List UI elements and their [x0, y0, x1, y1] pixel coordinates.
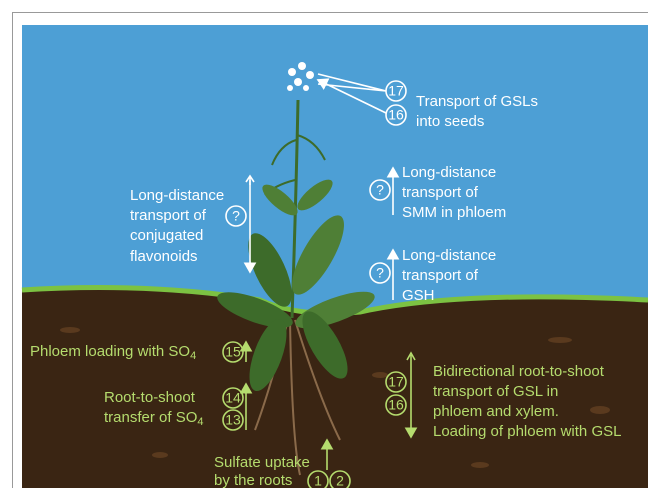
- marker: 13: [225, 412, 241, 428]
- label: SMM in phloem: [402, 204, 506, 221]
- label: Sulfate uptake: [214, 454, 310, 471]
- label: transport of: [402, 267, 479, 284]
- label: by the roots: [214, 472, 292, 488]
- label: Long-distance: [402, 164, 496, 181]
- marker: ?: [232, 208, 240, 224]
- marker: 17: [388, 83, 404, 99]
- label: GSH: [402, 287, 435, 304]
- label-text: transfer of SO: [104, 409, 197, 426]
- label: phloem and xylem.: [433, 403, 559, 420]
- label: Long-distance: [402, 247, 496, 264]
- marker: ?: [376, 182, 384, 198]
- label: Loading of phloem with GSL: [433, 423, 621, 440]
- label: into seeds: [416, 113, 484, 130]
- subscript: 4: [197, 416, 203, 428]
- marker: 14: [225, 390, 241, 406]
- marker: 2: [336, 473, 344, 488]
- label: transport of: [402, 184, 479, 201]
- label: Long-distance: [130, 187, 224, 204]
- marker: 1: [314, 473, 322, 488]
- label-text: Phloem loading with SO: [30, 343, 190, 360]
- marker: 15: [225, 344, 241, 360]
- diagram: 17 16 Transport of GSLs into seeds ? Lon…: [0, 0, 648, 488]
- label: Root-to-shoot: [104, 389, 196, 406]
- marker: 16: [388, 107, 404, 123]
- label: conjugated: [130, 227, 203, 244]
- label: Phloem loading with SO4: [30, 343, 196, 362]
- label: transport of: [130, 207, 207, 224]
- marker: ?: [376, 265, 384, 281]
- label: transfer of SO4: [104, 409, 204, 428]
- label: Transport of GSLs: [416, 93, 538, 110]
- marker: 17: [388, 374, 404, 390]
- label: Bidirectional root-to-shoot: [433, 363, 605, 380]
- label: transport of GSL in: [433, 383, 558, 400]
- marker: 16: [388, 397, 404, 413]
- subscript: 4: [190, 350, 196, 362]
- label: flavonoids: [130, 248, 198, 265]
